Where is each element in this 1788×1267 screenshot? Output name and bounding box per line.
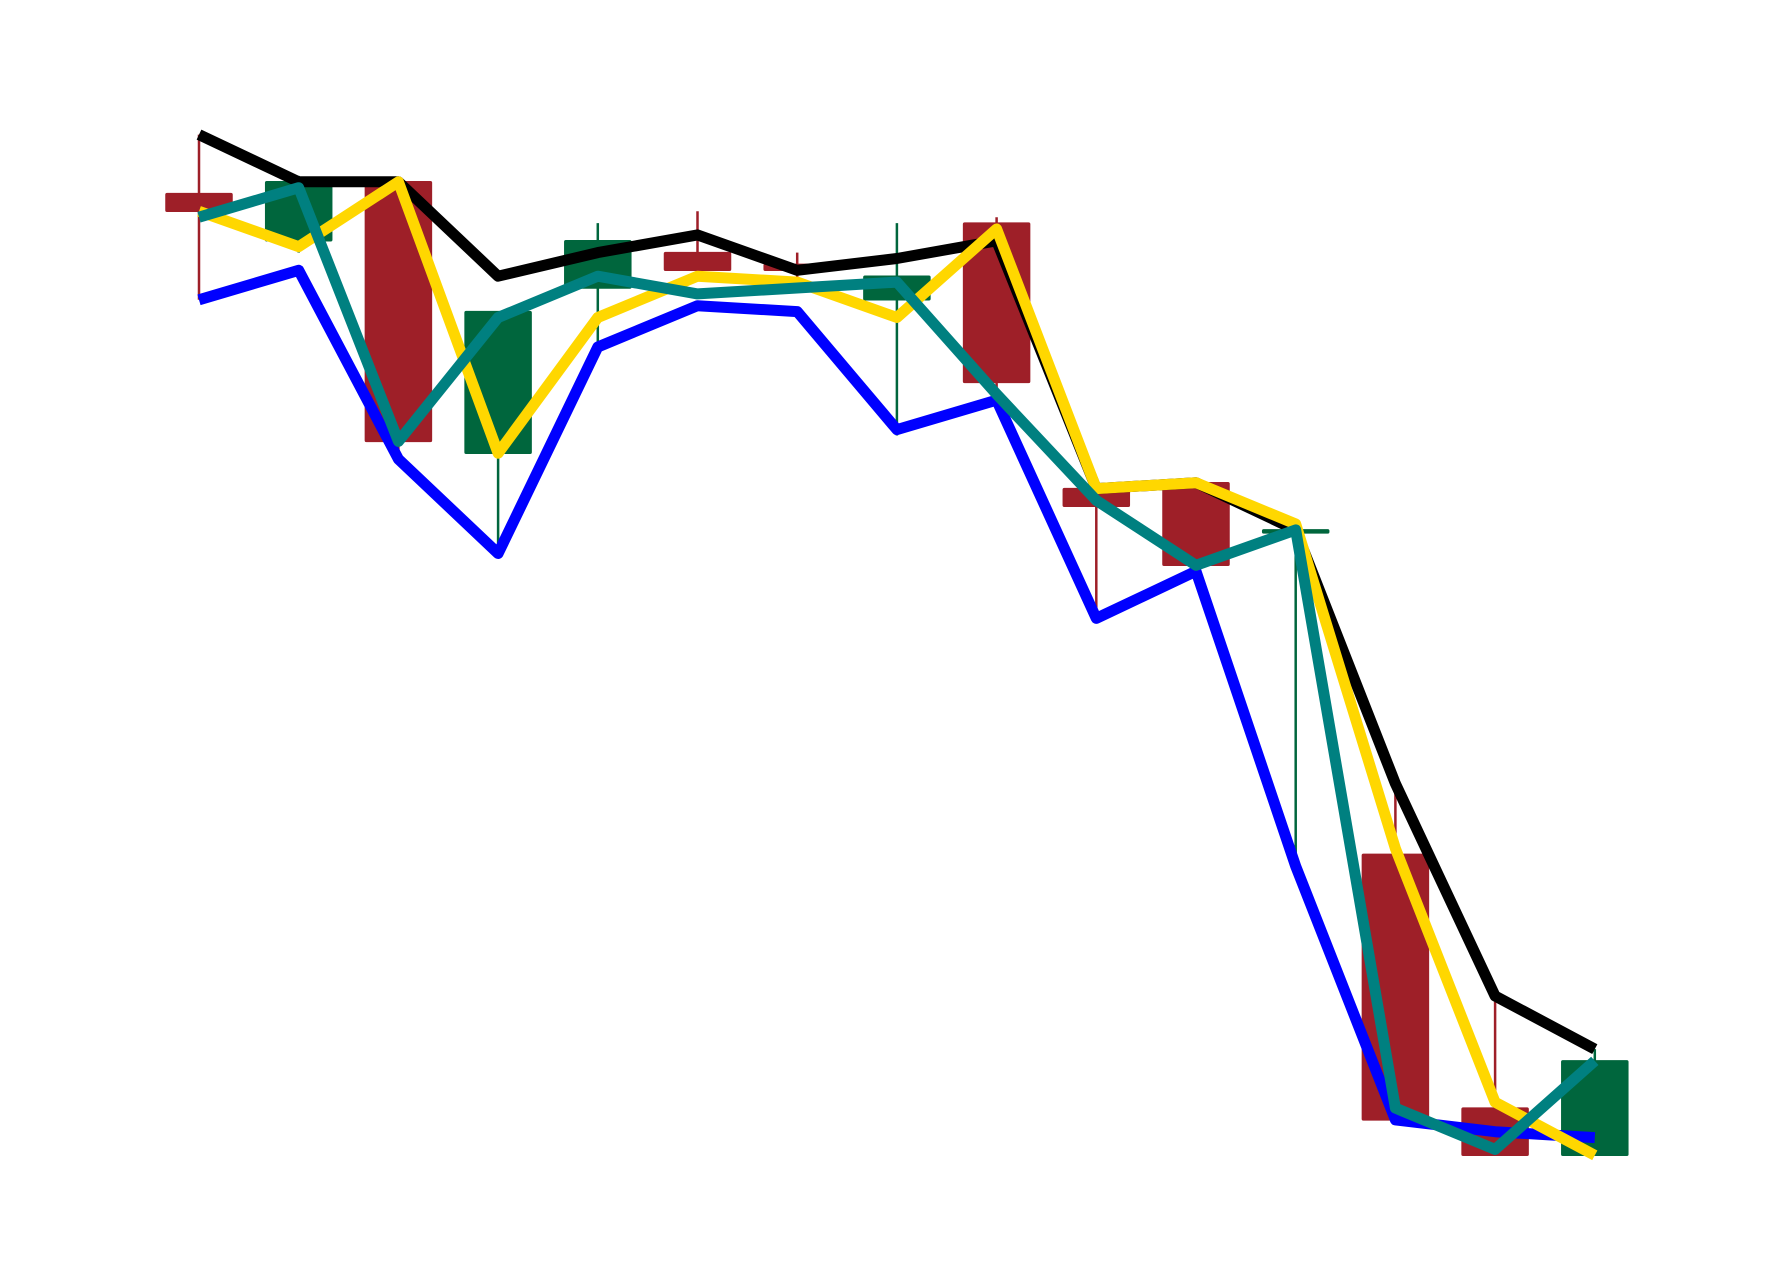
series-line-group bbox=[196, 129, 1599, 1161]
candle-body-3 bbox=[364, 181, 433, 443]
series-line-1 bbox=[196, 129, 1598, 1054]
series-line-2 bbox=[197, 264, 1596, 1144]
series-line-4 bbox=[197, 182, 1599, 1155]
series-line-3 bbox=[197, 176, 1598, 1161]
candle-body-6 bbox=[663, 251, 732, 272]
candle-body-group bbox=[165, 181, 1629, 1157]
